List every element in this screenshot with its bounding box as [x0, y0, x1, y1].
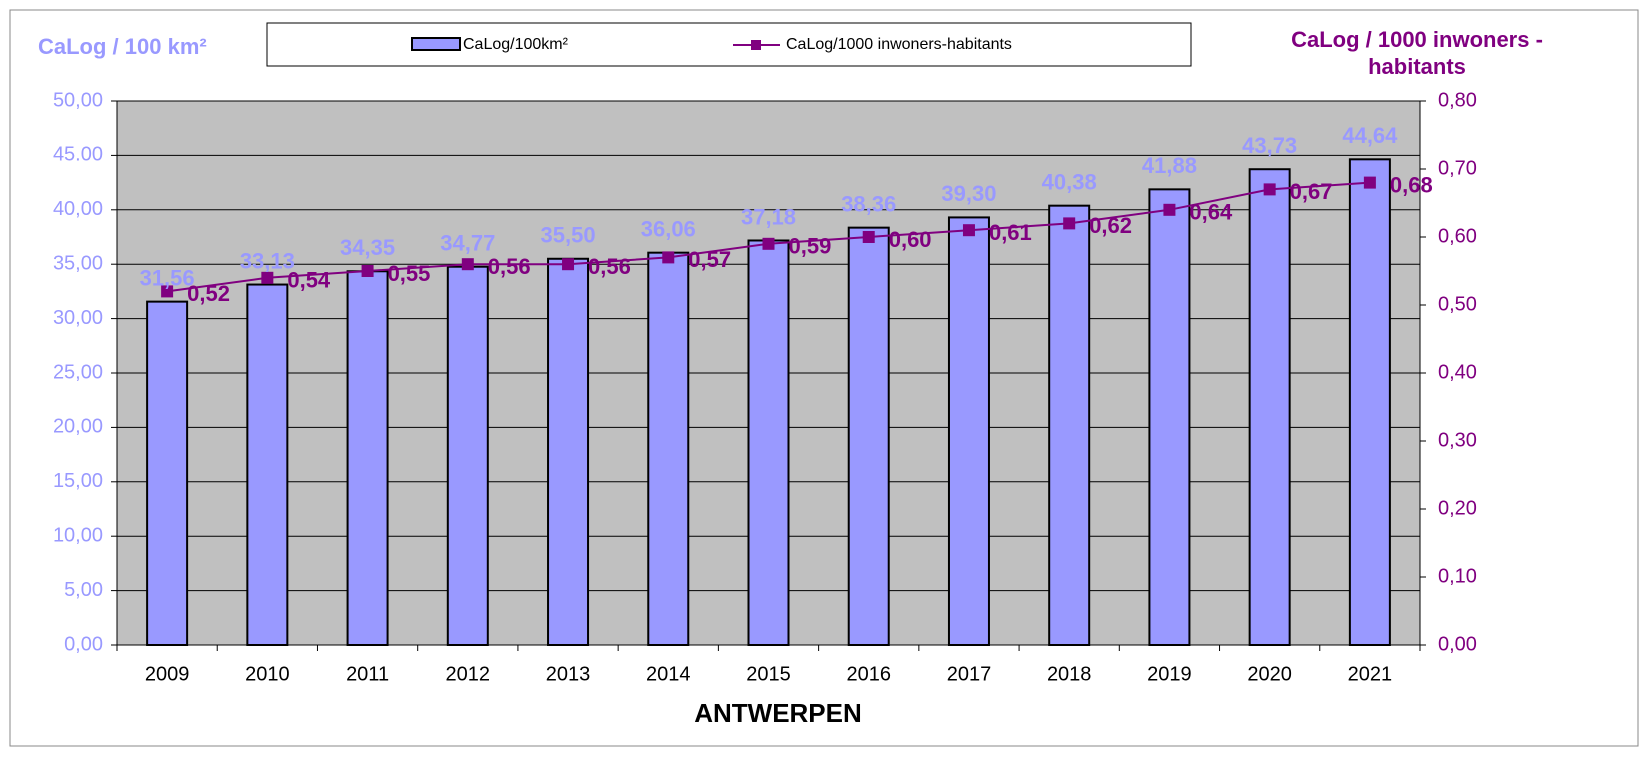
bar-value-label: 43,73 — [1242, 133, 1297, 158]
bar-value-label: 38,36 — [841, 191, 896, 216]
line-marker — [1163, 203, 1176, 216]
legend-box — [266, 22, 1192, 67]
line-value-label: 0,60 — [889, 227, 932, 252]
x-tick-label: 2015 — [746, 663, 791, 685]
line-marker — [662, 251, 675, 264]
line-marker — [261, 271, 274, 284]
x-tick-label: 2009 — [145, 663, 190, 685]
y2-tick-label: 0,80 — [1438, 89, 1477, 111]
legend-label: CaLog/1000 inwoners-habitants — [786, 36, 1012, 53]
y-tick-label: 5,00 — [64, 579, 103, 601]
x-tick-label: 2018 — [1047, 663, 1092, 685]
line-marker — [562, 258, 575, 271]
y-tick-label: 50,00 — [53, 89, 103, 111]
legend-marker — [751, 40, 761, 50]
bar-value-label: 34,35 — [340, 235, 395, 260]
bar — [1248, 168, 1291, 647]
bar — [346, 270, 389, 646]
line-value-label: 0,56 — [488, 254, 531, 279]
bar-value-label: 39,30 — [941, 181, 996, 206]
line-value-label: 0,62 — [1089, 213, 1132, 238]
line-value-label: 0,59 — [789, 234, 832, 259]
y2-tick-label: 0,30 — [1438, 429, 1477, 451]
line-marker — [1063, 217, 1076, 230]
bar — [1348, 158, 1391, 646]
bar-value-label: 37,18 — [741, 204, 796, 229]
x-tick-label: 2017 — [947, 663, 992, 685]
line-value-label: 0,54 — [287, 268, 331, 293]
line-marker — [862, 231, 875, 243]
x-tick-label: 2011 — [346, 663, 389, 685]
bar-value-label: 33,13 — [240, 248, 295, 273]
y-tick-label: 25,00 — [53, 361, 103, 383]
line-value-label: 0,64 — [1189, 200, 1233, 225]
line-marker — [161, 285, 174, 298]
legend-swatch — [411, 37, 461, 51]
y2-tick-label: 0,50 — [1438, 293, 1477, 315]
y-tick-label: 35,00 — [53, 252, 103, 274]
y-axis-title: CaLog / 100 km² — [38, 34, 207, 59]
bar-value-label: 35,50 — [541, 223, 596, 248]
line-marker — [762, 237, 775, 250]
y-tick-label: 10,00 — [53, 524, 103, 546]
legend-label: CaLog/100km² — [463, 36, 569, 53]
line-value-label: 0,52 — [187, 281, 230, 306]
line-marker — [1263, 183, 1276, 196]
line-value-label: 0,57 — [688, 247, 731, 272]
y-tick-label: 45.00 — [53, 144, 103, 166]
line-value-label: 0,67 — [1290, 179, 1333, 204]
y-tick-label: 15,00 — [53, 470, 103, 492]
x-tick-label: 2020 — [1247, 663, 1292, 685]
line-value-label: 0,68 — [1390, 172, 1433, 197]
y2-tick-label: 0,70 — [1438, 157, 1477, 179]
x-tick-label: 2016 — [846, 663, 891, 685]
bar-value-label: 36,06 — [641, 216, 696, 241]
x-axis-title: ANTWERPEN — [694, 698, 862, 728]
x-tick-label: 2019 — [1147, 663, 1192, 685]
x-tick-label: 2014 — [646, 663, 691, 685]
y-tick-label: 20,00 — [53, 416, 103, 438]
bar-value-label: 41,88 — [1142, 153, 1197, 178]
line-marker — [962, 224, 975, 237]
y2-tick-label: 0,10 — [1438, 565, 1477, 587]
bar — [246, 283, 289, 646]
line-marker — [361, 265, 374, 277]
line-marker — [1363, 176, 1376, 189]
y2-tick-label: 0,60 — [1438, 225, 1477, 247]
bar — [947, 216, 990, 647]
y-tick-label: 30,00 — [53, 307, 103, 329]
y2-tick-label: 0,20 — [1438, 497, 1477, 519]
bar — [1148, 188, 1191, 646]
bar-value-label: 40,38 — [1042, 169, 1097, 194]
bar — [647, 251, 690, 646]
bar-value-label: 44,64 — [1342, 123, 1398, 148]
line-value-label: 0,61 — [989, 220, 1032, 245]
line-marker — [461, 258, 474, 271]
x-tick-label: 2012 — [446, 663, 491, 685]
line-value-label: 0,55 — [388, 261, 431, 286]
x-tick-label: 2021 — [1348, 663, 1393, 685]
bar — [547, 257, 590, 646]
bar — [1048, 204, 1091, 647]
bar-value-label: 31,56 — [140, 265, 195, 290]
y-tick-label: 40,00 — [53, 198, 103, 220]
line-value-label: 0,56 — [588, 254, 631, 279]
x-tick-label: 2013 — [546, 663, 591, 685]
bar — [146, 300, 189, 646]
bar — [747, 239, 790, 646]
y-tick-label: 0,00 — [64, 633, 103, 655]
y2-tick-label: 0,40 — [1438, 361, 1477, 383]
y2-tick-label: 0,00 — [1438, 633, 1477, 655]
bar — [847, 226, 890, 647]
x-tick-label: 2010 — [245, 663, 290, 685]
bar — [446, 265, 489, 646]
bar-value-label: 34,77 — [440, 231, 495, 256]
y2-axis-title: CaLog / 1000 inwoners - habitants — [1291, 27, 1543, 79]
